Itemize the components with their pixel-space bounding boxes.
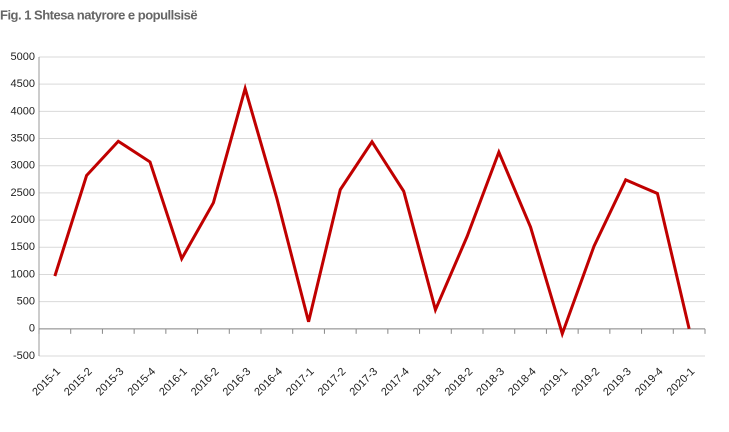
y-tick-label: 2000 xyxy=(11,214,35,226)
x-tick-label: 2019-4 xyxy=(633,366,666,399)
y-tick-label: 3000 xyxy=(11,160,35,172)
y-tick-label: -500 xyxy=(13,350,35,362)
y-tick-label: 4000 xyxy=(11,105,35,117)
x-tick-label: 2016-4 xyxy=(252,366,285,399)
x-tick-label: 2019-3 xyxy=(601,366,634,399)
x-tick-label: 2016-3 xyxy=(221,366,254,399)
y-tick-label: 1500 xyxy=(11,241,35,253)
y-tick-label: 2500 xyxy=(11,187,35,199)
y-tick-label: 5000 xyxy=(11,51,35,63)
x-tick-label: 2019-2 xyxy=(569,366,602,399)
x-tick-label: 2015-2 xyxy=(62,366,95,399)
data-line xyxy=(53,83,691,339)
x-tick-label: 2019-1 xyxy=(538,366,571,399)
x-tick-label: 2017-3 xyxy=(347,366,380,399)
x-tick-label: 2017-4 xyxy=(379,366,412,399)
x-tick-label: 2018-3 xyxy=(474,366,507,399)
x-tick-label: 2016-2 xyxy=(189,366,222,399)
x-tick-label: 2015-3 xyxy=(94,366,127,399)
y-tick-label: 500 xyxy=(17,296,35,308)
x-tick-label: 2018-1 xyxy=(411,366,444,399)
y-tick-label: 3500 xyxy=(11,132,35,144)
y-tick-label: 1000 xyxy=(11,268,35,280)
x-tick-label: 2016-1 xyxy=(157,366,190,399)
x-tick-label: 2018-4 xyxy=(506,366,539,399)
chart-title: Fig. 1 Shtesa natyrore e popullsisë xyxy=(0,7,197,22)
x-tick-label: 2017-1 xyxy=(284,366,317,399)
y-tick-label: 4500 xyxy=(11,78,35,90)
x-tick-label: 2015-1 xyxy=(30,366,63,399)
x-tick-label: 2018-2 xyxy=(443,366,476,399)
x-tick-label: 2017-2 xyxy=(316,366,349,399)
x-tick-label: 2020-1 xyxy=(665,366,698,399)
x-tick-label: 2015-4 xyxy=(125,366,158,399)
y-tick-label: 0 xyxy=(29,323,35,335)
